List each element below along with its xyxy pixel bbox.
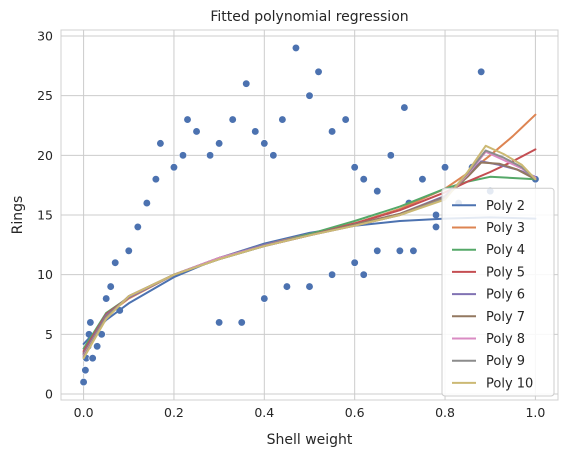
scatter-point <box>431 222 441 232</box>
scatter-point <box>237 318 246 327</box>
scatter-point <box>178 151 188 160</box>
legend-entry: Poly 2 <box>486 199 525 214</box>
scatter-point <box>386 151 395 160</box>
scatter-point <box>88 354 97 363</box>
x-axis-ticks: 0.0 0.2 0.4 0.6 0.8 1.0 <box>74 405 546 420</box>
scatter-point <box>111 258 120 267</box>
scatter-point <box>251 127 260 136</box>
scatter-point <box>291 43 301 53</box>
y-axis-ticks: 0 5 10 15 20 25 30 <box>37 28 53 401</box>
scatter-point <box>86 318 95 327</box>
y-axis-label: Rings <box>10 196 26 235</box>
scatter-point <box>341 115 350 124</box>
scatter-point <box>124 246 133 255</box>
scatter-point <box>400 103 409 112</box>
legend-box <box>441 187 555 397</box>
legend-entry: Poly 10 <box>486 376 533 391</box>
y-tick-label: 0 <box>45 387 53 402</box>
scatter-point <box>133 222 142 232</box>
x-tick-label: 0.8 <box>435 405 455 420</box>
scatter-point <box>305 91 314 100</box>
scatter-point <box>260 139 269 148</box>
scatter-point <box>106 282 115 291</box>
scatter-point <box>282 282 292 291</box>
y-tick-label: 20 <box>37 148 53 163</box>
chart-title: Fitted polynomial regression <box>210 9 408 25</box>
scatter-point <box>81 366 90 375</box>
scatter-point <box>79 377 88 387</box>
scatter-point <box>260 294 269 303</box>
legend-entry: Poly 3 <box>486 221 525 236</box>
fitted-curves <box>82 113 537 360</box>
legend: Poly 2 Poly 3 Poly 4 Poly 5 Poly 6 Poly 7 Poly… <box>441 187 555 397</box>
legend-entry: Poly 6 <box>486 288 525 303</box>
x-tick-label: 0.6 <box>345 405 365 420</box>
scatter-point <box>156 139 165 148</box>
scatter-point <box>214 318 224 327</box>
scatter-points <box>79 43 540 387</box>
scatter-point <box>314 67 323 76</box>
scatter-point <box>169 163 179 172</box>
scatter-point <box>214 139 224 148</box>
scatter-point <box>327 270 337 279</box>
y-tick-label: 5 <box>45 327 53 342</box>
series-line <box>82 144 537 360</box>
scatter-point <box>395 246 405 255</box>
scatter-point <box>373 186 382 196</box>
x-tick-label: 0.0 <box>74 405 94 420</box>
scatter-point <box>192 127 201 136</box>
scatter-point <box>269 151 278 160</box>
scatter-point <box>359 270 368 279</box>
y-tick-label: 15 <box>37 208 53 223</box>
scatter-point <box>183 115 192 124</box>
scatter-point <box>418 175 427 184</box>
scatter-point <box>409 246 418 255</box>
y-tick-label: 30 <box>37 28 53 43</box>
scatter-point <box>359 175 368 184</box>
x-tick-label: 0.2 <box>164 405 184 420</box>
scatter-point <box>142 198 151 208</box>
x-axis-label: Shell weight <box>267 432 353 448</box>
scatter-point <box>373 246 382 255</box>
scatter-point <box>278 115 287 124</box>
x-tick-label: 0.4 <box>254 405 274 420</box>
scatter-point <box>305 282 314 291</box>
scatter-point <box>477 67 486 76</box>
scatter-point <box>151 175 161 184</box>
scatter-point <box>92 342 102 351</box>
y-tick-label: 10 <box>37 267 53 282</box>
legend-entry: Poly 5 <box>486 265 525 280</box>
scatter-point <box>242 79 251 88</box>
scatter-point <box>350 258 359 267</box>
legend-entry: Poly 9 <box>486 354 525 369</box>
legend-entry: Poly 8 <box>486 332 525 347</box>
x-tick-label: 1.0 <box>525 405 545 420</box>
y-tick-label: 25 <box>37 88 53 103</box>
scatter-point <box>431 210 441 220</box>
scatter-point <box>228 115 237 124</box>
legend-entry: Poly 4 <box>486 243 525 258</box>
scatter-point <box>205 151 215 160</box>
scatter-point <box>440 163 450 172</box>
scatter-point <box>350 163 359 172</box>
scatter-point <box>327 127 337 136</box>
scatter-point <box>102 294 111 303</box>
legend-entry: Poly 7 <box>486 310 525 325</box>
